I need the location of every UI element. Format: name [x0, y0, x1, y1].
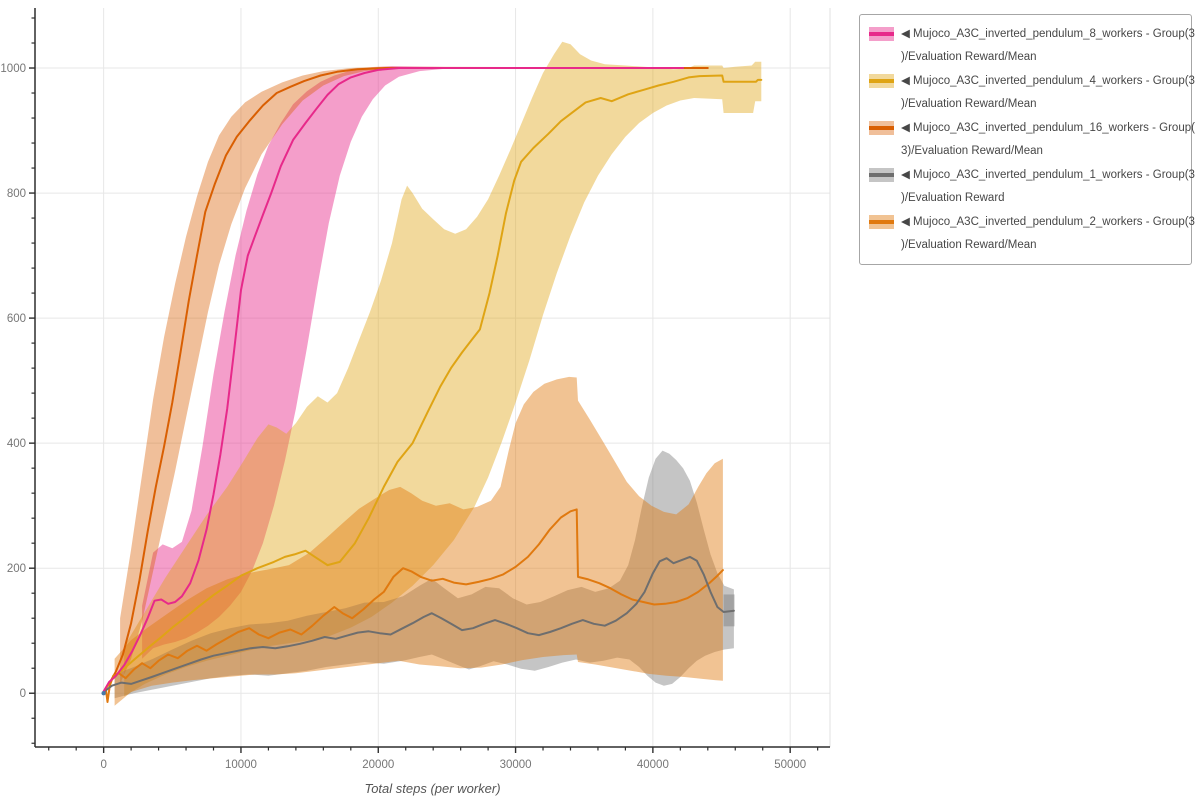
origin-marker-dot: [101, 691, 106, 696]
x-tick-label: 40000: [637, 759, 669, 771]
line-Mujoco_A3C_inverted_pendulum_2_workers: [102, 508, 724, 703]
x-tick-label: 50000: [774, 759, 806, 771]
x-tick-label: 30000: [500, 759, 532, 771]
line-Mujoco_A3C_inverted_pendulum_1_workers: [102, 555, 735, 693]
legend-label-line: )/Evaluation Reward: [901, 192, 1005, 204]
y-tick-label: 800: [7, 188, 26, 200]
legend-swatch-line: [869, 126, 894, 130]
legend-entry-label: ◀ Mujoco_A3C_inverted_pendulum_16_worker…: [901, 117, 1195, 163]
legend-entry: ◀ Mujoco_A3C_inverted_pendulum_1_workers…: [869, 164, 1195, 210]
legend-swatch-icon: [869, 121, 894, 135]
legend-entry: ◀ Mujoco_A3C_inverted_pendulum_2_workers…: [869, 211, 1195, 257]
legend-entry: ◀ Mujoco_A3C_inverted_pendulum_8_workers…: [869, 23, 1195, 69]
y-tick-label: 1000: [0, 63, 26, 75]
y-tick-label: 600: [7, 313, 26, 325]
legend-label-line: )/Evaluation Reward/Mean: [901, 98, 1037, 110]
legend-entry-label: ◀ Mujoco_A3C_inverted_pendulum_1_workers…: [901, 164, 1195, 210]
legend-swatch-line: [869, 32, 894, 36]
legend-label-line: ◀ Mujoco_A3C_inverted_pendulum_4_workers…: [901, 75, 1195, 87]
band-Mujoco_A3C_inverted_pendulum_4_workers: [124, 41, 762, 697]
y-tick-label: 200: [7, 563, 26, 575]
y-tick-label: 0: [20, 688, 26, 700]
y-tick-label: 400: [7, 438, 26, 450]
line-Mujoco_A3C_inverted_pendulum_4_workers: [102, 74, 763, 693]
x-axis-label: Total steps (per worker): [364, 781, 501, 796]
legend-label-line: ◀ Mujoco_A3C_inverted_pendulum_16_worker…: [901, 122, 1195, 134]
band-Mujoco_A3C_inverted_pendulum_8_workers: [142, 66, 684, 659]
legend-swatch-icon: [869, 215, 894, 229]
x-tick-label: 20000: [362, 759, 394, 771]
band-Mujoco_A3C_inverted_pendulum_1_workers: [114, 450, 734, 699]
line-Mujoco_A3C_inverted_pendulum_16_workers: [102, 67, 709, 693]
legend-label-line: ◀ Mujoco_A3C_inverted_pendulum_2_workers…: [901, 216, 1195, 228]
legend-entry-label: ◀ Mujoco_A3C_inverted_pendulum_2_workers…: [901, 211, 1195, 257]
legend-swatch-line: [869, 173, 894, 177]
legend-label-line: 3)/Evaluation Reward/Mean: [901, 145, 1043, 157]
legend-entry: ◀ Mujoco_A3C_inverted_pendulum_4_workers…: [869, 70, 1195, 116]
legend-entry-label: ◀ Mujoco_A3C_inverted_pendulum_8_workers…: [901, 23, 1195, 69]
legend: ◀ Mujoco_A3C_inverted_pendulum_8_workers…: [859, 14, 1195, 265]
legend-swatch-line: [869, 220, 894, 224]
legend-swatch-line: [869, 79, 894, 83]
legend-swatch-icon: [869, 74, 894, 88]
legend-swatch-icon: [869, 27, 894, 41]
x-tick-label: 0: [100, 759, 106, 771]
legend-entry-label: ◀ Mujoco_A3C_inverted_pendulum_4_workers…: [901, 70, 1195, 116]
legend-label-line: ◀ Mujoco_A3C_inverted_pendulum_1_workers…: [901, 169, 1195, 181]
legend-label-line: )/Evaluation Reward/Mean: [901, 51, 1037, 63]
legend-label-line: ◀ Mujoco_A3C_inverted_pendulum_8_workers…: [901, 28, 1195, 40]
x-tick-label: 10000: [225, 759, 257, 771]
legend-entry: ◀ Mujoco_A3C_inverted_pendulum_16_worker…: [869, 117, 1195, 163]
line-Mujoco_A3C_inverted_pendulum_8_workers: [102, 67, 685, 693]
legend-label-line: )/Evaluation Reward/Mean: [901, 239, 1037, 251]
legend-swatch-icon: [869, 168, 894, 182]
